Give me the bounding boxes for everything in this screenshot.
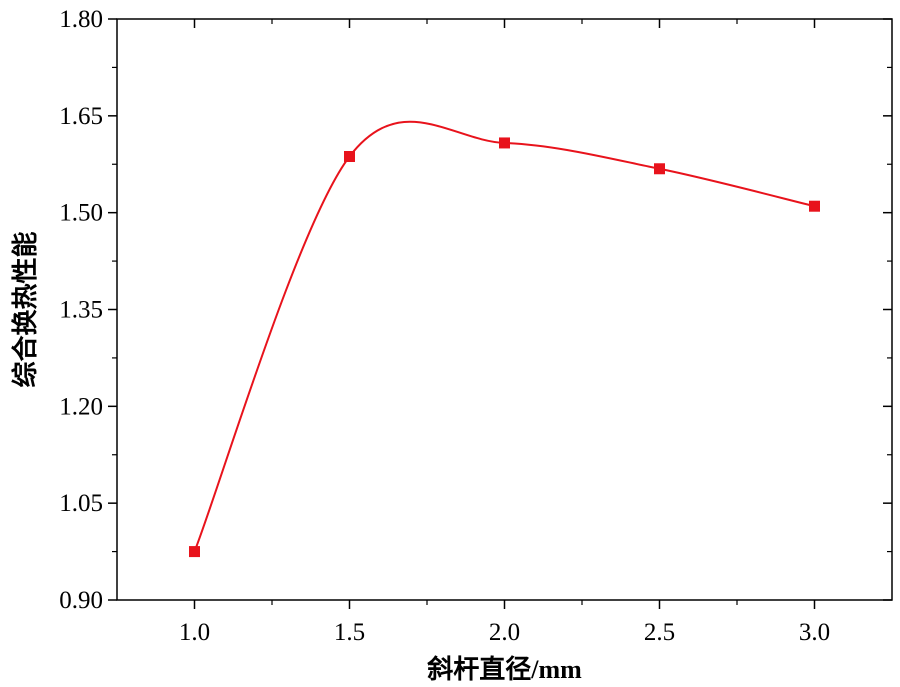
y-tick-label: 1.20: [59, 393, 103, 420]
y-tick-label: 1.05: [59, 490, 103, 517]
data-point-marker: [809, 200, 820, 212]
tick-labels: 0.90 1.05 1.20 1.35 1.50 1.65 1.80 1.0 1.5 2.0 2.5…: [59, 6, 830, 646]
data-markers: [189, 137, 820, 558]
data-point-marker: [499, 137, 510, 149]
axis-ticks: [108, 18, 892, 609]
series-line: [193, 120, 815, 552]
y-tick-label: 1.50: [59, 200, 103, 227]
x-tick-label: 1.5: [334, 619, 365, 646]
y-axis-title: 综合换热性能: [10, 231, 40, 387]
y-tick-label: 1.80: [59, 6, 103, 33]
x-tick-label: 3.0: [799, 619, 830, 646]
x-tick-label: 1.0: [179, 619, 210, 646]
x-tick-label: 2.5: [644, 619, 675, 646]
y-tick-label: 0.90: [59, 587, 103, 614]
y-tick-label: 1.35: [59, 297, 103, 324]
y-tick-label: 1.65: [59, 103, 103, 130]
data-point-marker: [344, 151, 355, 163]
x-tick-label: 2.0: [489, 619, 520, 646]
data-point-marker: [654, 163, 665, 175]
plot-area-frame: [116, 18, 893, 601]
data-point-marker: [189, 546, 200, 558]
x-axis-title: 斜杆直径/mm: [426, 655, 582, 684]
